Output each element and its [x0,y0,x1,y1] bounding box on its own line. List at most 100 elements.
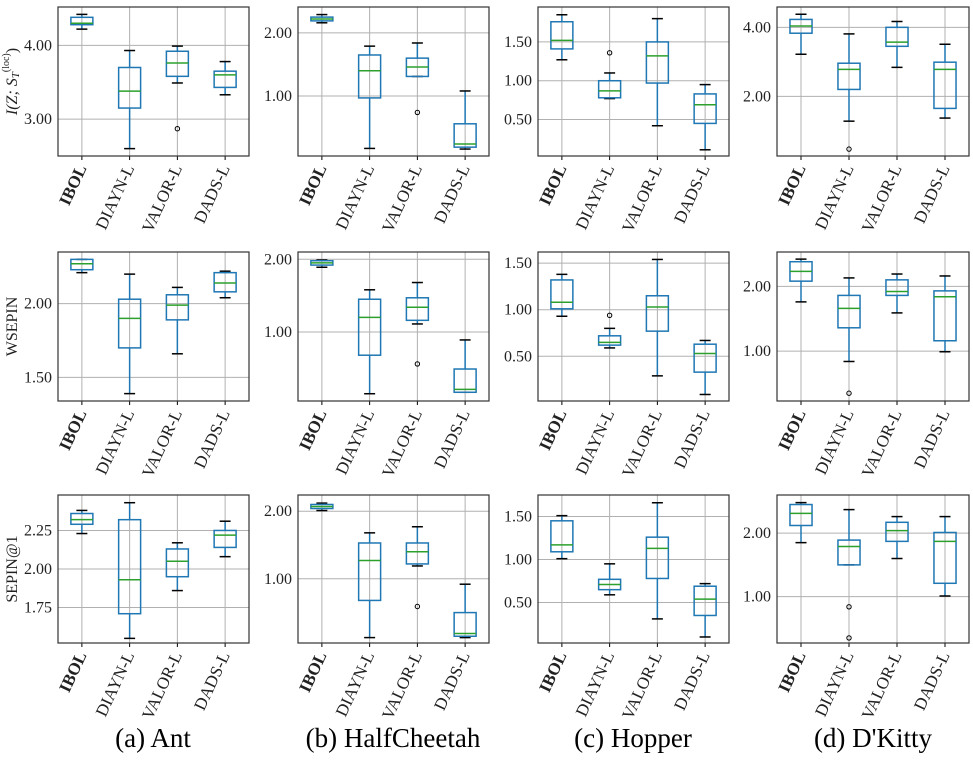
box-plot-halfcheetah: 1.00 2.00 IBOL DIAYN-L VALOR-L DADS-L [264,251,490,480]
outlier-point [846,146,852,152]
iqr-box [213,70,237,89]
box-plot-ant: 1.50 2.00 IBOL DIAYN-L VALOR-L DADS-L WSEPIN [4,251,250,481]
x-tick-label: DADS-L [670,407,714,472]
box-diayn-l [837,33,861,152]
y-tick-label: 1.00 [743,343,771,360]
box-ibol [789,501,813,544]
box-dads-l [453,339,477,394]
box-ibol [70,509,94,535]
box-ibol [310,502,334,512]
iqr-box [789,503,813,527]
outlier-point [846,635,852,641]
iqr-box [453,123,477,148]
x-tick-label: IBOL [774,649,809,696]
x-tick-label: VALOR-L [138,162,186,236]
box-plot-hopper: 0.50 1.00 1.50 IBOL DIAYN-L VALOR-L DADS-L [504,494,730,722]
y-tick-label: 2.00 [264,25,292,42]
box-diayn-l [357,289,382,395]
x-tick-label: IBOL [55,162,90,209]
x-tick-label: DIAYN-L [332,649,378,720]
x-tick-label: VALOR-L [138,407,186,481]
iqr-box [165,294,190,321]
box-valor-l [885,20,909,69]
box-dads-l [213,60,237,96]
x-tick-label: DADS-L [430,649,474,714]
x-tick-label: DIAYN-L [572,407,618,478]
iqr-box [213,529,237,549]
box-valor-l [165,286,190,355]
box-dads-l [933,43,957,119]
outlier-point [846,604,852,610]
x-tick-label: IBOL [774,162,809,209]
axes-frame [776,6,970,157]
x-tick-label: VALOR-L [858,407,906,481]
iqr-box [165,548,190,578]
box-dads-l [933,275,957,353]
box-valor-l [645,501,670,620]
caption-dkitty: (d) D'Kitty [813,723,933,753]
iqr-box [933,290,957,342]
x-tick-label: IBOL [535,649,570,696]
x-tick-label: DADS-L [190,649,234,714]
box-diayn-l [357,532,382,639]
y-tick-label: 1.50 [24,369,52,386]
box-plot-ant: 3.00 4.00 IBOL DIAYN-L VALOR-L DADS-L I(Z; ST(… [1,6,250,236]
y-tick-label: 0.50 [504,348,532,365]
outlier-point [414,109,421,116]
iqr-box [357,542,382,602]
y-axis-label: SEPIN@1 [4,535,21,602]
box-dads-l [213,520,237,558]
y-axis-label-sup: (loc) [1,53,12,72]
x-tick-label: VALOR-L [858,162,906,236]
x-tick-label: IBOL [774,407,809,454]
x-tick-label: VALOR-L [618,407,666,481]
x-tick-label: DADS-L [430,162,474,227]
x-tick-label: DIAYN-L [572,649,618,720]
x-tick-label: IBOL [55,407,90,454]
box-valor-l [405,42,430,116]
y-tick-label: 3.00 [24,111,52,128]
iqr-box [117,298,142,349]
box-diayn-l [837,277,861,396]
caption-ant: (a) Ant [115,723,191,753]
x-tick-label: DADS-L [670,649,714,714]
x-tick-label: VALOR-L [138,649,186,723]
box-valor-l [165,542,190,592]
x-tick-label: IBOL [295,407,330,454]
box-plot-hopper: 0.50 1.00 1.50 IBOL DIAYN-L VALOR-L DADS-L [504,6,730,236]
box-plot-halfcheetah: 1.00 2.00 IBOL DIAYN-L VALOR-L DADS-L [264,494,490,722]
iqr-box [693,585,717,617]
x-tick-label: VALOR-L [618,162,666,236]
iqr-box [645,295,670,332]
iqr-box [933,61,957,110]
box-ibol [70,258,94,274]
box-dads-l [693,339,717,396]
x-tick-label: DIAYN-L [572,162,618,233]
x-tick-label: DADS-L [190,162,234,227]
box-diayn-l [357,45,382,150]
outlier-point [606,50,613,56]
y-tick-label: 1.00 [264,571,292,588]
x-tick-label: DADS-L [190,407,234,472]
y-tick-label: 2.00 [264,503,292,520]
iqr-box [933,531,957,585]
iqr-box [837,62,861,91]
y-tick-label: 4.00 [743,19,771,36]
y-tick-label: 2.00 [743,525,771,542]
iqr-box [357,298,382,356]
box-ibol [70,13,94,30]
axes-frame [297,494,490,644]
axes-frame [57,6,250,157]
box-dads-l [453,583,477,639]
y-axis-label: WSEPIN [4,296,21,356]
iqr-box [453,611,477,637]
x-tick-label: IBOL [295,162,330,209]
x-tick-label: IBOL [55,649,90,696]
outlier-point [414,361,421,367]
iqr-box [645,536,670,580]
y-tick-label: 2.00 [743,88,771,105]
box-valor-l [885,515,909,560]
iqr-box [550,20,574,50]
box-dads-l [693,582,717,638]
